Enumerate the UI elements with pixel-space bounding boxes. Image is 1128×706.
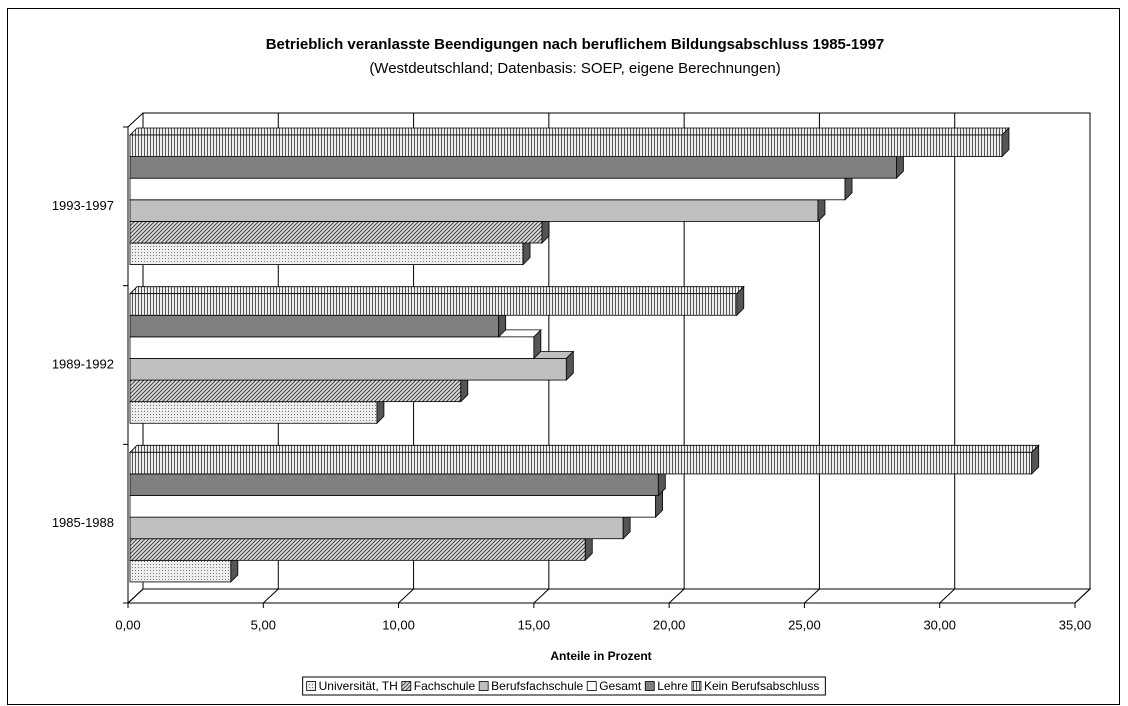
legend-swatch [586, 681, 597, 691]
bar [129, 127, 1010, 158]
x-tick-label: 0,00 [115, 617, 140, 632]
bar-top [129, 127, 1010, 136]
legend-label: Lehre [657, 679, 688, 693]
legend-label: Gesamt [599, 679, 642, 693]
bar-front [129, 134, 1003, 158]
bar-front [129, 559, 232, 583]
grid-line [939, 113, 956, 604]
bar-top [129, 444, 1040, 453]
x-tick-label: 20,00 [653, 617, 686, 632]
chart-subtitle: (Westdeutschland; Datenbasis: SOEP, eige… [369, 60, 780, 77]
legend-swatch [306, 681, 317, 691]
bar-front [129, 358, 567, 381]
chart-title: Betrieblich veranlasste Beendigungen nac… [266, 36, 885, 53]
bar-front [129, 314, 500, 338]
grid-line [398, 113, 415, 604]
bar-front [129, 242, 524, 266]
bar-front [129, 293, 738, 316]
x-tick-label: 35,00 [1059, 617, 1092, 632]
grid-line [1074, 113, 1091, 604]
legend-label: Universität, TH [319, 679, 398, 693]
bar-front [129, 156, 897, 179]
x-tick-label: 30,00 [923, 617, 956, 632]
bar [129, 444, 1040, 475]
bar-front [129, 379, 462, 403]
bar-side [1001, 127, 1010, 158]
bar-top [129, 286, 745, 295]
bar-side [533, 328, 542, 360]
x-axis-title: Anteile in Prozent [550, 649, 651, 663]
legend-swatch [401, 681, 412, 691]
bar-front [129, 538, 586, 561]
bar-front [129, 451, 1033, 475]
legend-label: Berufsfachschule [491, 679, 583, 693]
grid-line [804, 113, 820, 604]
legend-label: Fachschule [414, 679, 476, 693]
bar-side [736, 285, 745, 317]
grid-line [262, 113, 279, 604]
bar-front [129, 199, 819, 222]
bar-front [129, 516, 624, 540]
legend-swatch [478, 681, 489, 691]
grid-line [127, 113, 144, 604]
floor [126, 588, 1092, 604]
x-tick-label: 5,00 [251, 617, 276, 632]
y-tick-label: 1985-1988 [52, 515, 114, 530]
grid-line [533, 113, 550, 604]
x-tick-label: 25,00 [788, 617, 821, 632]
bar-side [565, 350, 574, 382]
x-tick-label: 15,00 [518, 617, 551, 632]
bar-front [129, 495, 657, 518]
bar-front [129, 220, 543, 244]
x-tick-label: 10,00 [382, 617, 415, 632]
legend-label: Kein Berufsabschluss [704, 679, 819, 693]
y-axis [127, 112, 1075, 604]
y-tick-label: 1993-1997 [52, 198, 114, 213]
bar [129, 285, 745, 317]
legend-swatch [691, 681, 702, 691]
grid-line [668, 113, 685, 604]
bar-side [1031, 444, 1040, 475]
legend-swatch [644, 681, 655, 691]
bar-front [129, 401, 378, 424]
bar-front [129, 177, 846, 201]
bar-front [129, 336, 535, 359]
y-tick-label: 1989-1992 [52, 356, 114, 371]
bar-front [129, 473, 659, 496]
